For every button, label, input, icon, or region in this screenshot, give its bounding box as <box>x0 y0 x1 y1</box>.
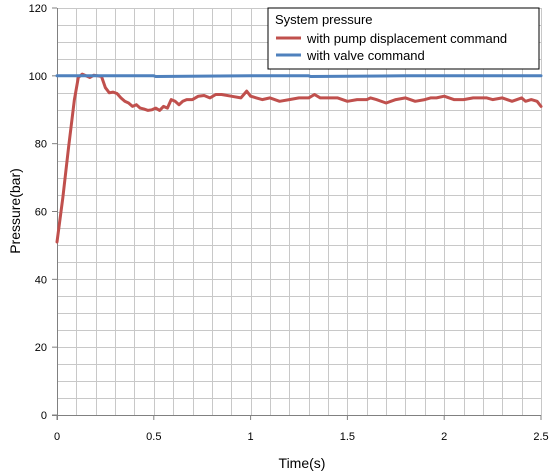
x-tick-label: 1 <box>248 431 254 443</box>
x-axis-title: Time(s) <box>279 455 326 471</box>
y-tick-label: 40 <box>35 274 47 286</box>
y-tick-labels: 0 20 40 60 80 100 120 <box>29 3 57 422</box>
x-tick-labels: 0 0.5 1 1.5 2 2.5 <box>54 415 549 443</box>
legend-label-pump: with pump displacement command <box>306 31 507 46</box>
y-tick-label: 0 <box>41 410 47 422</box>
x-tick-label: 0 <box>54 431 60 443</box>
x-tick-label: 1.5 <box>340 431 355 443</box>
y-tick-label: 60 <box>35 207 47 219</box>
y-axis-title: Pressure(bar) <box>7 168 23 254</box>
legend-box <box>267 7 540 70</box>
y-tick-label: 120 <box>29 3 47 15</box>
x-tick-label: 2 <box>441 431 447 443</box>
x-tick-label: 0.5 <box>146 431 161 443</box>
y-tick-label: 80 <box>35 139 47 151</box>
legend-label-valve: with valve command <box>306 48 425 63</box>
x-tick-label: 2.5 <box>533 431 548 443</box>
legend-title: System pressure <box>275 12 373 27</box>
series-line-valve-command <box>55 74 543 78</box>
legend: System pressure with pump displacement c… <box>267 7 540 70</box>
y-tick-label: 20 <box>35 342 47 354</box>
y-tick-label: 100 <box>29 71 47 83</box>
series-line-pump-displacement <box>55 72 543 244</box>
data-series <box>55 72 543 244</box>
